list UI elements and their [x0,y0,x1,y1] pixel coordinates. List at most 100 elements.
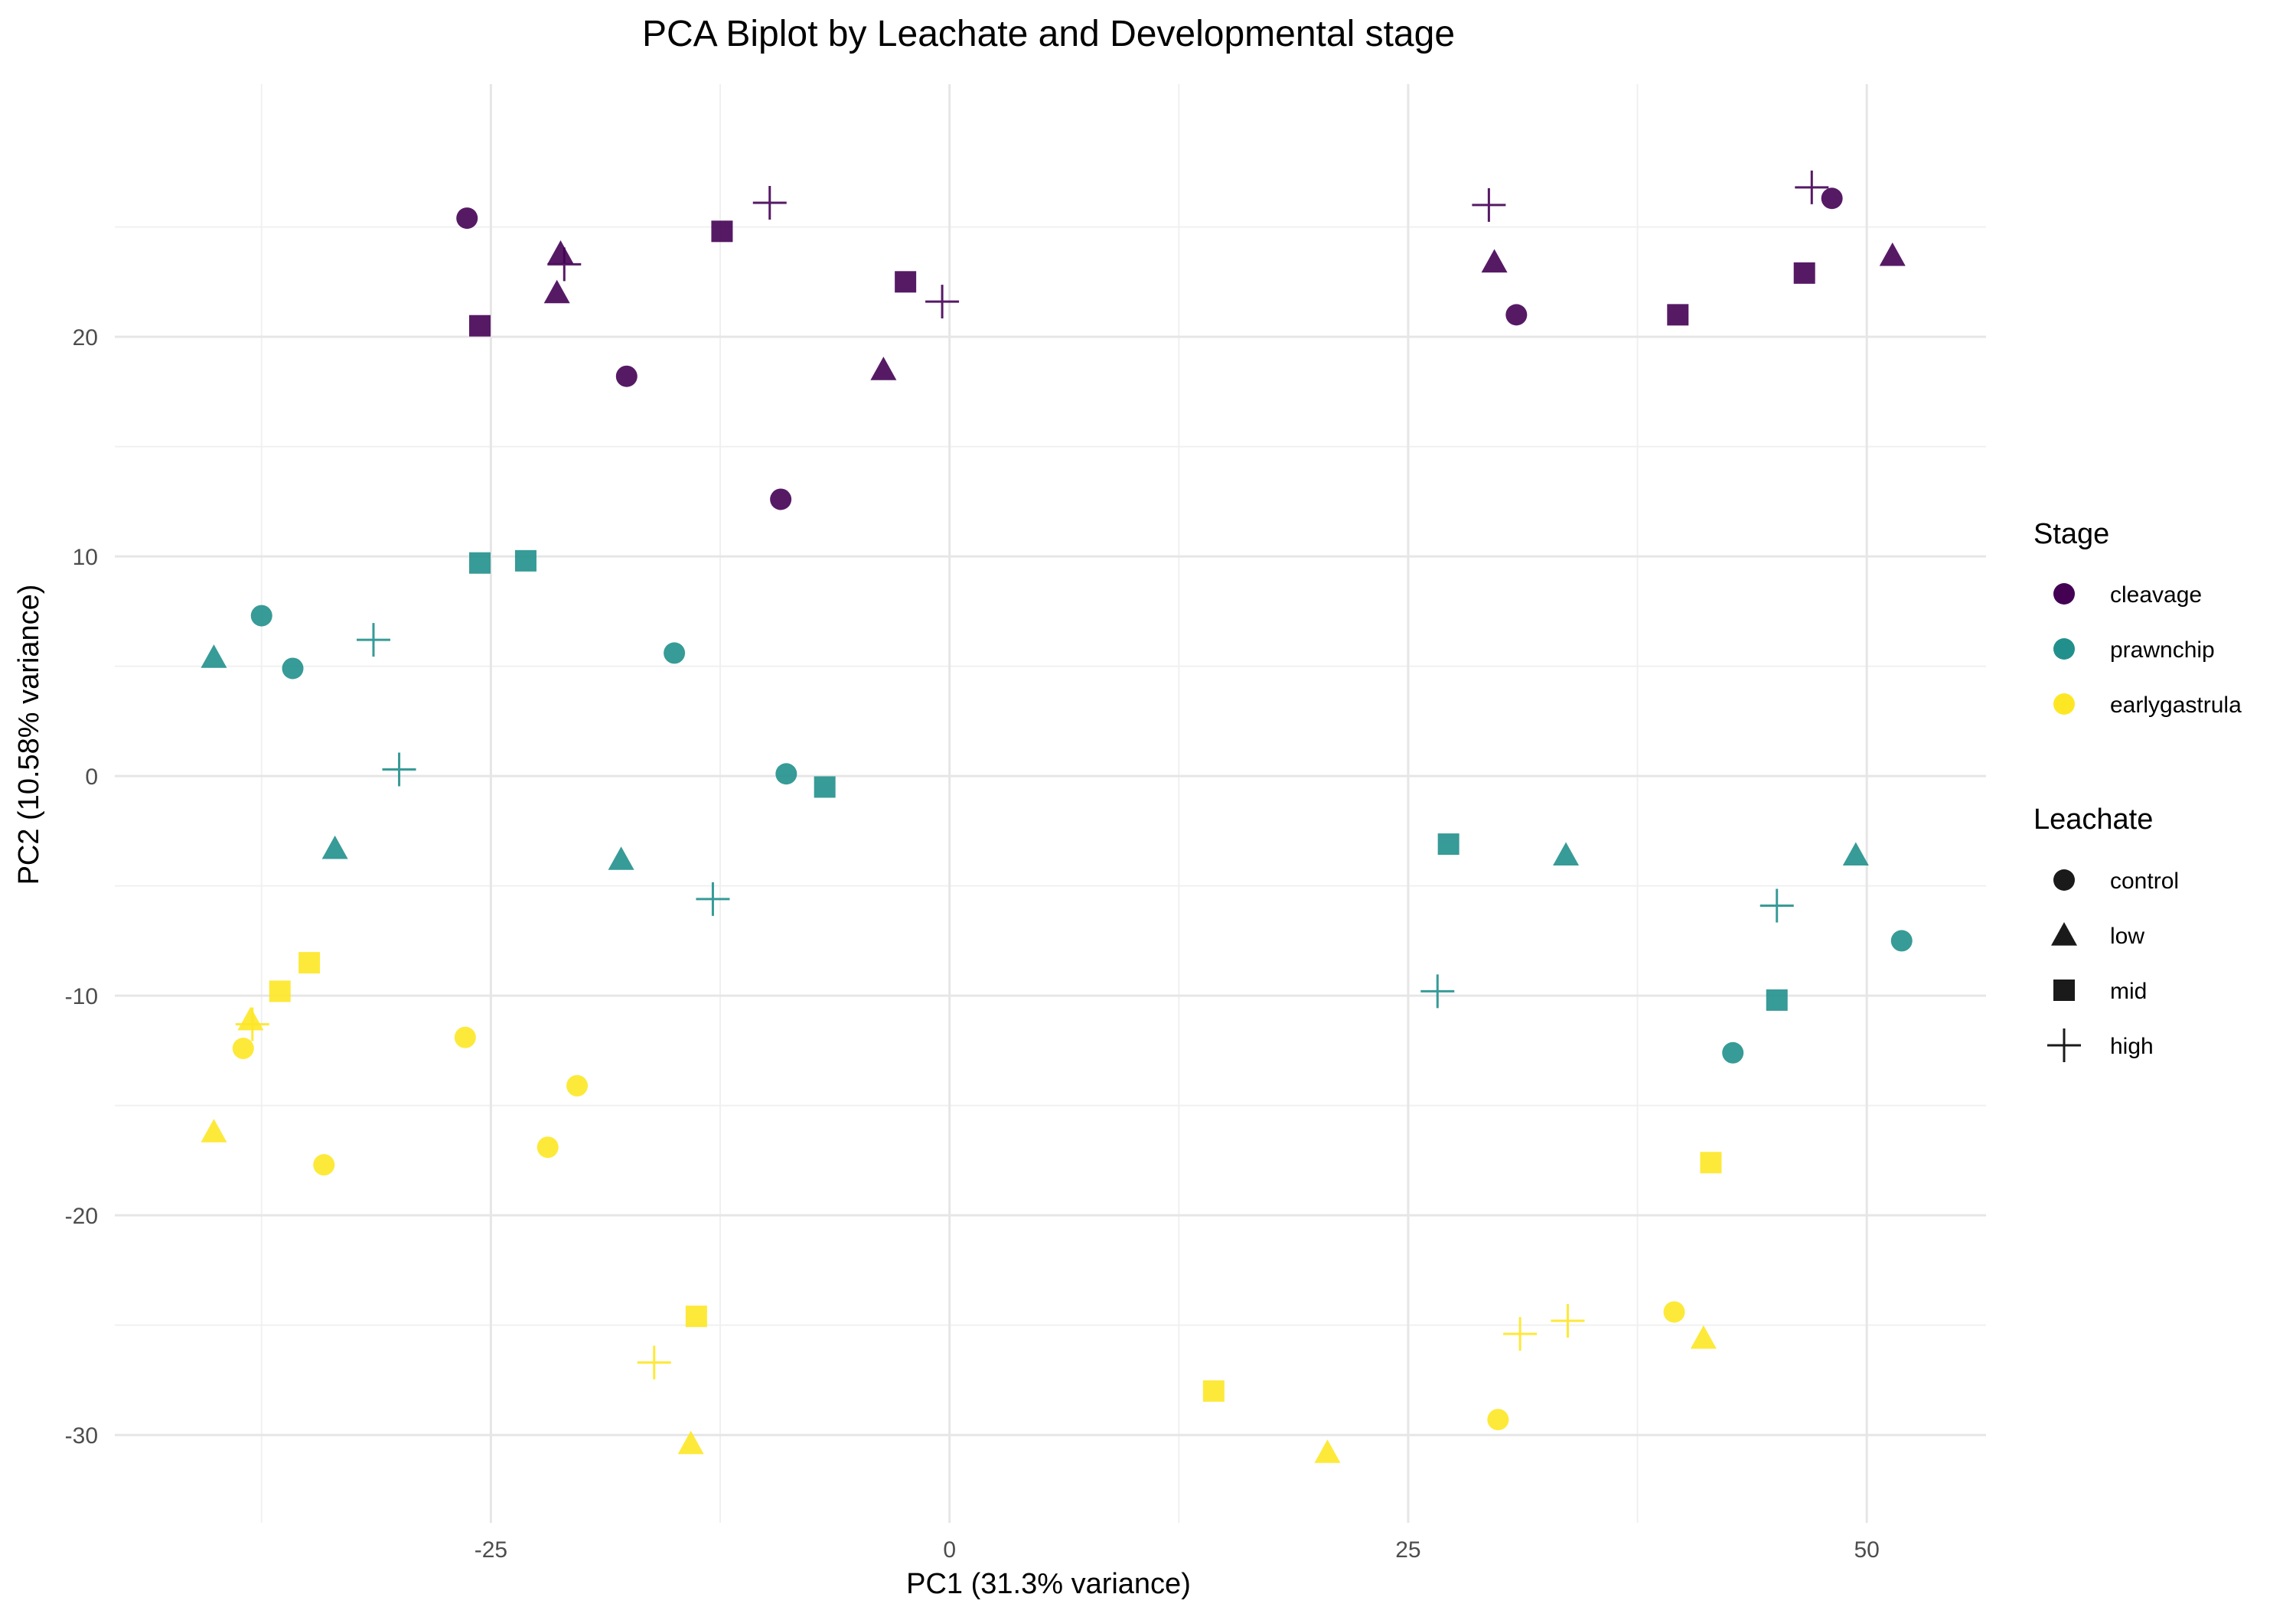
data-point-earlygastrula-control [454,1026,476,1048]
data-point-prawnchip-low [1842,842,1869,866]
y-tick-label: -30 [65,1423,98,1449]
data-point-cleavage-high [1795,170,1829,204]
data-point-cleavage-low [1879,242,1906,266]
data-point-prawnchip-high [1420,974,1455,1009]
data-point-cleavage-control [456,207,478,230]
data-point-prawnchip-mid [1437,833,1459,856]
data-point-earlygastrula-low [1690,1325,1717,1349]
data-point-prawnchip-low [321,835,348,859]
x-tick-label: 25 [1395,1537,1420,1563]
data-point-prawnchip-control [664,642,686,664]
data-point-earlygastrula-mid [1700,1152,1722,1174]
leachate-legend: Leachate control low mid high [2033,804,2179,1062]
data-point-cleavage-mid [711,220,733,243]
data-points [201,170,1913,1463]
data-point-cleavage-low [547,240,574,264]
data-point-earlygastrula-mid [298,952,321,974]
data-point-earlygastrula-control [232,1038,254,1060]
data-point-prawnchip-low [201,644,227,668]
data-point-earlygastrula-mid [685,1305,707,1328]
x-tick-label: -25 [475,1537,507,1563]
legend-label-control: control [2110,869,2179,894]
y-tick-label: -20 [65,1204,98,1229]
data-point-cleavage-mid [1667,304,1689,326]
data-point-prawnchip-high [356,623,390,657]
data-point-earlygastrula-high [1503,1317,1538,1351]
data-point-cleavage-high [925,285,960,319]
chart-title: PCA Biplot by Leachate and Developmental… [642,14,1455,54]
data-point-earlygastrula-low [201,1119,227,1143]
data-point-earlygastrula-mid [269,980,291,1002]
leachate-legend-title: Leachate [2033,804,2153,836]
data-point-prawnchip-mid [1766,989,1788,1011]
y-tick-label: 0 [85,764,98,790]
data-point-prawnchip-low [1553,842,1580,866]
data-point-prawnchip-high [1760,888,1794,923]
data-point-prawnchip-control [282,657,304,680]
data-point-earlygastrula-low [677,1430,704,1455]
legend-label-high: high [2110,1034,2154,1059]
stage-legend-title: Stage [2033,518,2109,550]
data-point-prawnchip-control [775,763,797,785]
data-point-prawnchip-control [1890,930,1913,952]
data-point-prawnchip-high [382,752,416,787]
data-point-prawnchip-mid [469,552,491,574]
data-point-earlygastrula-control [566,1074,589,1097]
y-axis-tick-labels: -30 -20 -10 0 10 20 [65,325,98,1449]
data-point-prawnchip-high [696,882,730,916]
data-point-earlygastrula-high [1551,1303,1585,1338]
data-point-cleavage-control [770,488,792,510]
data-point-cleavage-low [543,279,570,304]
data-point-prawnchip-mid [514,549,536,572]
major-gridlines [115,84,1986,1523]
data-point-earlygastrula-high [235,1007,269,1041]
y-tick-label: 10 [73,545,98,570]
y-tick-label: 20 [73,325,98,350]
data-point-cleavage-control [1505,304,1528,326]
x-tick-label: 50 [1854,1537,1880,1563]
legend-key-mid [2053,980,2075,1001]
data-point-cleavage-low [1481,249,1508,273]
minor-gridlines [115,84,1986,1523]
x-tick-label: 0 [943,1537,956,1563]
data-point-cleavage-mid [895,271,917,293]
data-point-prawnchip-mid [814,776,836,798]
data-point-prawnchip-low [608,846,634,870]
legend-label-cleavage: cleavage [2110,582,2202,608]
data-point-cleavage-high [1472,187,1506,222]
data-point-earlygastrula-control [1663,1301,1685,1323]
data-point-prawnchip-control [1722,1041,1744,1064]
data-point-earlygastrula-low [1314,1439,1341,1463]
x-axis-title: PC1 (31.3% variance) [906,1568,1191,1600]
legend-key-prawnchip [2053,638,2075,660]
data-point-cleavage-mid [1793,262,1815,284]
data-point-earlygastrula-control [1487,1409,1509,1431]
data-point-cleavage-mid [469,315,491,337]
legend-key-cleavage [2053,583,2075,605]
data-point-cleavage-high [752,185,787,220]
y-axis-title: PC2 (10.58% variance) [13,585,45,885]
stage-legend: Stage cleavage prawnchip earlygastrula [2033,518,2242,718]
y-tick-label: -10 [65,984,98,1009]
legend-label-prawnchip: prawnchip [2110,637,2215,663]
legend-key-control [2053,869,2075,891]
legend-label-low: low [2110,924,2144,949]
data-point-cleavage-control [1821,187,1843,210]
data-point-earlygastrula-mid [1202,1380,1225,1402]
data-point-cleavage-control [615,365,638,387]
legend-label-earlygastrula: earlygastrula [2110,693,2242,718]
data-point-earlygastrula-control [536,1136,559,1159]
stage-legend-items: cleavage prawnchip earlygastrula [2053,582,2242,718]
legend-key-low [2051,922,2077,946]
legend-label-mid: mid [2110,979,2147,1004]
data-point-prawnchip-control [250,605,272,627]
x-axis-tick-labels: -25 0 25 50 [475,1537,1880,1563]
legend-key-earlygastrula [2053,693,2075,715]
data-point-earlygastrula-high [637,1345,671,1380]
data-point-cleavage-high [547,247,582,282]
data-point-cleavage-low [870,357,897,380]
legend-key-high [2047,1028,2081,1062]
leachate-legend-items: control low mid high [2047,869,2179,1062]
